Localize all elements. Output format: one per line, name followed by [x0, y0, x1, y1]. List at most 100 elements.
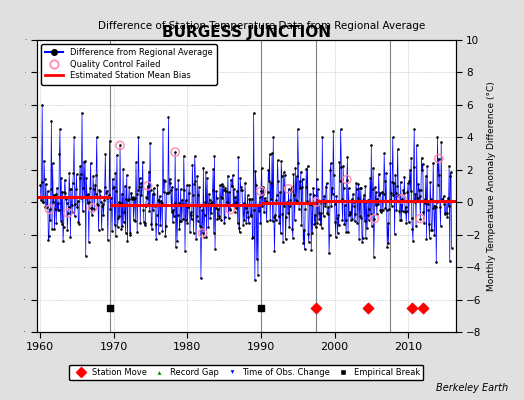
Point: [168, 184, 176, 191]
Point: [278, 173, 286, 180]
Point: [275, 220, 283, 227]
Point: [63, 227, 71, 233]
Point: [243, 192, 252, 198]
Point: [383, 244, 391, 250]
Point: [107, 202, 116, 209]
Point: [310, 221, 319, 228]
Text: Difference of Station Temperature Data from Regional Average: Difference of Station Temperature Data f…: [99, 21, 425, 31]
Point: [279, 239, 287, 245]
Point: [53, 207, 62, 213]
Point: [47, 118, 56, 124]
Point: [336, 177, 344, 184]
Point: [289, 235, 297, 241]
Point: [350, 198, 358, 205]
Point: [435, 172, 443, 178]
Point: [277, 158, 286, 165]
Point: [376, 207, 385, 213]
Point: [135, 184, 143, 190]
Point: [290, 217, 299, 223]
Point: [78, 110, 86, 116]
Point: [169, 219, 177, 226]
Point: [54, 207, 63, 214]
Point: [226, 206, 235, 213]
Point: [139, 207, 148, 214]
Point: [40, 176, 49, 182]
Point: [141, 203, 150, 210]
Point: [322, 184, 330, 190]
Point: [312, 304, 320, 311]
Point: [171, 149, 179, 155]
Point: [239, 222, 247, 228]
Point: [116, 142, 124, 149]
Point: [68, 202, 76, 208]
Point: [340, 185, 348, 192]
Point: [155, 198, 163, 204]
Point: [293, 198, 301, 205]
Point: [159, 126, 167, 132]
Point: [232, 204, 240, 211]
Point: [270, 214, 278, 220]
Point: [275, 213, 283, 219]
Point: [86, 160, 95, 166]
Point: [127, 190, 135, 196]
Point: [144, 183, 152, 189]
Point: [220, 187, 228, 194]
Point: [241, 179, 249, 186]
Point: [372, 189, 380, 195]
Point: [351, 210, 359, 217]
Point: [140, 218, 148, 225]
Point: [174, 200, 183, 206]
Point: [207, 210, 215, 217]
Point: [282, 200, 291, 206]
Point: [422, 172, 430, 179]
Point: [195, 222, 204, 229]
Point: [442, 210, 451, 216]
Point: [268, 218, 277, 224]
Point: [176, 226, 184, 232]
Point: [198, 225, 206, 231]
Point: [147, 187, 155, 194]
Point: [172, 186, 181, 192]
Point: [335, 159, 344, 166]
Point: [220, 220, 228, 227]
Point: [382, 170, 390, 176]
Point: [404, 180, 412, 187]
Point: [51, 206, 59, 212]
Point: [129, 217, 138, 223]
Point: [216, 193, 225, 200]
Point: [82, 253, 90, 259]
Point: [288, 225, 297, 232]
Point: [210, 230, 218, 236]
Point: [387, 190, 395, 196]
Point: [437, 139, 445, 145]
Point: [211, 246, 219, 252]
Point: [415, 186, 423, 193]
Point: [390, 231, 399, 237]
Point: [296, 185, 304, 192]
Point: [384, 220, 392, 227]
Point: [69, 170, 78, 176]
Point: [255, 208, 264, 214]
Point: [145, 208, 154, 214]
Point: [219, 183, 227, 189]
Point: [433, 199, 441, 205]
Point: [311, 224, 320, 230]
Point: [444, 203, 453, 210]
Point: [292, 197, 300, 204]
Point: [117, 226, 125, 232]
Point: [349, 191, 357, 198]
Point: [151, 221, 160, 227]
Point: [38, 102, 47, 108]
Point: [42, 204, 51, 210]
Point: [238, 202, 247, 208]
Point: [93, 134, 101, 140]
Point: [145, 168, 153, 175]
Point: [332, 193, 341, 199]
Point: [300, 246, 309, 252]
Point: [373, 196, 381, 202]
Point: [185, 229, 194, 235]
Point: [353, 220, 362, 226]
Point: [366, 210, 375, 217]
Point: [429, 205, 437, 212]
Point: [333, 230, 342, 236]
